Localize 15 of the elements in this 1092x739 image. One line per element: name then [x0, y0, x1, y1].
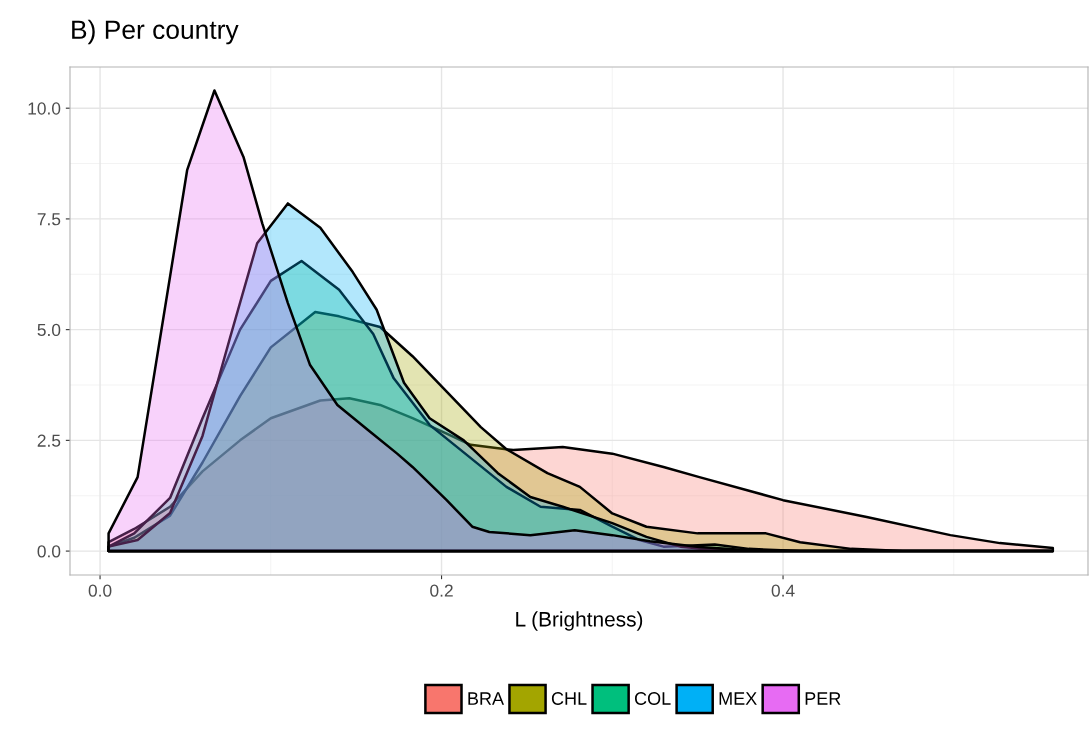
legend-label: COL — [634, 692, 671, 705]
x-axis-title: L (Brightness) — [516, 611, 643, 631]
y-tick-label: 5.0 — [37, 323, 61, 337]
y-tick-label: 2.5 — [37, 434, 61, 447]
legend-label: BRA — [468, 692, 505, 705]
legend-label: CHL — [551, 692, 587, 705]
x-tick-label: 0.0 — [88, 584, 112, 597]
x-tick-label: 0.2 — [430, 584, 453, 597]
legend-label: MEX — [719, 692, 757, 705]
legend-label: PER — [805, 692, 841, 705]
y-tick-label: 10.0 — [28, 102, 61, 115]
y-tick-label: 7.5 — [37, 213, 61, 226]
x-tick-label: 0.4 — [771, 584, 795, 597]
chart-title: B) Per country — [72, 19, 239, 45]
y-tick-label: 0.0 — [37, 545, 61, 558]
